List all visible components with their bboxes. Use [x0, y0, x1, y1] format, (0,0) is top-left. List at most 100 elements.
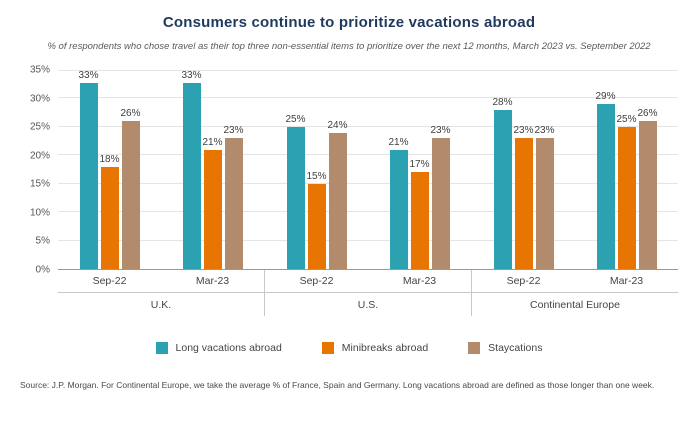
- bar: [328, 132, 347, 269]
- y-tick-label: 25%: [29, 121, 50, 133]
- bar: [514, 138, 533, 269]
- bar: [410, 172, 429, 269]
- bar: [307, 183, 326, 269]
- bar-wrap: 21%: [388, 70, 409, 269]
- bar-value-label: 23%: [430, 125, 451, 137]
- source-note: Source: J.P. Morgan. For Continental Eur…: [20, 380, 655, 390]
- period-label: Mar-23: [402, 275, 437, 287]
- bar-wrap: 23%: [430, 70, 451, 269]
- gridline: [58, 97, 678, 99]
- gridline: [58, 239, 678, 241]
- region-label: U.K.: [58, 293, 265, 316]
- regions-container: 33% 18% 26% 33% 21% 23% 25% 15% 24% 21% 17% 23% 28% 2…: [58, 70, 678, 269]
- bar: [389, 149, 408, 269]
- bar-value-label: 18%: [99, 153, 120, 165]
- x-axis-region-labels: U.K. U.S. Continental Europe: [58, 293, 678, 316]
- legend-item: Staycations: [468, 342, 542, 354]
- legend-label: Minibreaks abroad: [341, 342, 429, 354]
- bar-wrap: 25%: [616, 70, 637, 269]
- bar-value-label: 21%: [202, 136, 223, 148]
- period-label: Mar-23: [195, 275, 230, 287]
- bar-value-label: 29%: [595, 91, 616, 103]
- bar-wrap: 23%: [513, 70, 534, 269]
- chart-title: Consumers continue to prioritize vacatio…: [162, 14, 536, 31]
- legend: Long vacations abroad Minibreaks abroad St…: [20, 342, 678, 354]
- bar-wrap: 29%: [595, 70, 616, 269]
- bar-value-label: 26%: [120, 108, 141, 120]
- bar-wrap: 28%: [492, 70, 513, 269]
- region-group: 25% 15% 24% 21% 17% 23%: [265, 70, 472, 269]
- bar-value-label: 23%: [223, 125, 244, 137]
- bar-wrap: 17%: [409, 70, 430, 269]
- bar: [617, 126, 636, 269]
- gridline: [58, 70, 678, 71]
- bar-wrap: 18%: [99, 70, 120, 269]
- period-bar-cluster: 21% 17% 23%: [368, 70, 471, 269]
- bar: [224, 138, 243, 269]
- bar: [100, 166, 119, 269]
- bar: [203, 149, 222, 269]
- region-period-labels: Sep-22 Mar-23: [472, 270, 678, 292]
- y-tick-label: 15%: [29, 178, 50, 190]
- bar-wrap: 24%: [327, 70, 348, 269]
- region-period-labels: Sep-22 Mar-23: [58, 270, 265, 292]
- bar: [638, 121, 657, 269]
- bar-value-label: 24%: [327, 119, 348, 131]
- region-period-labels: Sep-22 Mar-23: [265, 270, 472, 292]
- bar-value-label: 23%: [513, 125, 534, 137]
- legend-swatch: [468, 342, 481, 354]
- period-label: Mar-23: [609, 275, 644, 287]
- region-group: 28% 23% 23% 29% 25% 26%: [472, 70, 678, 269]
- y-tick-label: 10%: [29, 207, 50, 219]
- bar: [286, 126, 305, 269]
- bar-chart: 0% 5% 10% 15% 20% 25% 30% 35% 33% 18% 26% 33% 21% 23…: [20, 65, 678, 316]
- period-bar-cluster: 25% 15% 24%: [265, 70, 368, 269]
- plot-area: 33% 18% 26% 33% 21% 23% 25% 15% 24% 21% 17% 23% 28% 2…: [58, 70, 678, 270]
- legend-label: Staycations: [488, 342, 543, 354]
- bar-value-label: 23%: [534, 125, 555, 137]
- period-label: Sep-22: [299, 275, 334, 287]
- y-tick-label: 0%: [35, 264, 50, 276]
- x-axis-period-labels: Sep-22 Mar-23 Sep-22 Mar-23 Sep-22 Mar-23: [58, 270, 678, 293]
- bar: [431, 138, 450, 269]
- bar-value-label: 21%: [388, 136, 409, 148]
- region-group: 33% 18% 26% 33% 21% 23%: [58, 70, 265, 269]
- bar: [596, 104, 615, 269]
- bar-value-label: 28%: [492, 96, 513, 108]
- bar-wrap: 26%: [120, 70, 141, 269]
- bar: [79, 83, 98, 269]
- gridline: [58, 154, 678, 156]
- period-bar-cluster: 29% 25% 26%: [575, 70, 678, 269]
- period-label: Sep-22: [92, 275, 127, 287]
- y-tick-label: 30%: [29, 93, 50, 105]
- y-tick-label: 20%: [29, 150, 50, 162]
- bar-value-label: 25%: [285, 113, 306, 125]
- bar-wrap: 26%: [637, 70, 658, 269]
- bar: [121, 121, 140, 269]
- gridline: [58, 182, 678, 184]
- period-label: Sep-22: [506, 275, 541, 287]
- legend-item: Long vacations abroad: [155, 342, 282, 354]
- y-tick-label: 5%: [35, 235, 50, 247]
- legend-label: Long vacations abroad: [175, 342, 282, 354]
- bar-wrap: 33%: [181, 70, 202, 269]
- bar-wrap: 25%: [285, 70, 306, 269]
- y-tick-label: 35%: [29, 64, 50, 76]
- bar-value-label: 33%: [181, 70, 202, 81]
- bar-value-label: 15%: [306, 170, 327, 182]
- gridline: [58, 125, 678, 127]
- period-bar-cluster: 33% 18% 26%: [58, 70, 161, 269]
- bar-value-label: 33%: [78, 70, 99, 81]
- bar-wrap: 33%: [78, 70, 99, 269]
- bar: [493, 109, 512, 269]
- bar-value-label: 25%: [616, 113, 637, 125]
- legend-swatch: [155, 342, 168, 354]
- y-axis: 0% 5% 10% 15% 20% 25% 30% 35%: [20, 65, 58, 276]
- legend-item: Minibreaks abroad: [321, 342, 429, 354]
- bar-wrap: 23%: [223, 70, 244, 269]
- bar: [182, 83, 201, 269]
- gridline: [58, 211, 678, 213]
- bar-wrap: 15%: [306, 70, 327, 269]
- bar: [535, 138, 554, 269]
